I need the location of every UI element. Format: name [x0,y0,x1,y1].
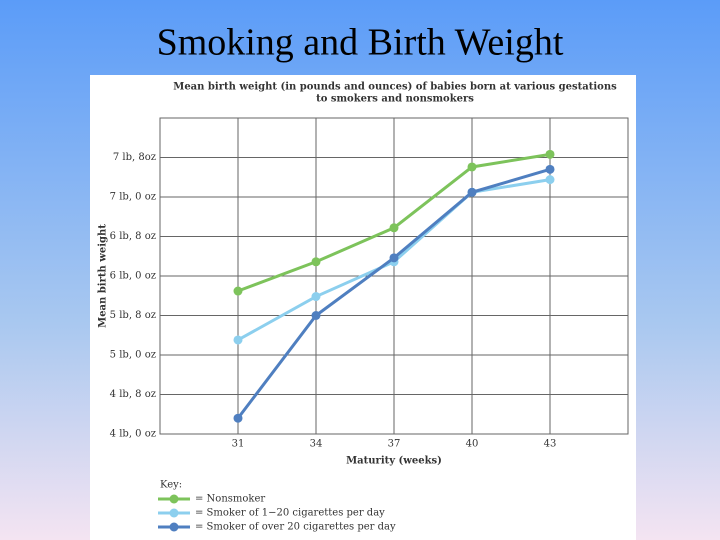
y-tick-label: 7 lb, 0 oz [110,192,156,203]
data-point [389,223,399,233]
data-point [545,175,555,185]
y-tick-label: 5 lb, 8 oz [110,310,156,321]
data-point [467,187,477,197]
y-tick-label: 4 lb, 8 oz [110,389,156,400]
x-axis-label: Maturity (weeks) [346,456,442,467]
slide-title: Smoking and Birth Weight [157,22,564,64]
x-tick-label: 43 [544,439,557,450]
chart-panel [90,75,636,540]
y-tick-label: 6 lb, 8 oz [110,231,156,242]
data-point [389,253,399,263]
legend-label: = Nonsmoker [195,494,265,505]
data-point [311,292,321,302]
legend-label: = Smoker of 1−20 cigarettes per day [195,508,385,519]
y-tick-label: 6 lb, 0 oz [110,271,156,282]
data-point [311,257,321,267]
y-tick-label: 5 lb, 0 oz [110,350,156,361]
legend-swatch [169,522,179,532]
legend-swatch [169,508,179,518]
legend-label: = Smoker of over 20 cigarettes per day [195,522,396,533]
data-point [233,335,243,345]
data-point [467,162,477,172]
data-point [311,311,321,320]
y-tick-label: 4 lb, 0 oz [110,429,156,440]
chart-title: Mean birth weight (in pounds and ounces)… [173,82,617,93]
chart-subtitle: to smokers and nonsmokers [316,94,474,105]
data-point [233,413,243,423]
data-point [545,149,555,159]
y-tick-label: 7 lb, 8oz [113,152,156,163]
data-point [545,164,555,174]
data-point [233,286,243,296]
x-tick-label: 31 [232,439,245,450]
x-tick-label: 37 [388,439,401,450]
y-axis-label: Mean birth weight [98,224,109,328]
legend-swatch [169,494,179,504]
legend-title: Key: [160,480,182,491]
x-tick-label: 40 [466,439,479,450]
x-tick-label: 34 [310,439,323,450]
